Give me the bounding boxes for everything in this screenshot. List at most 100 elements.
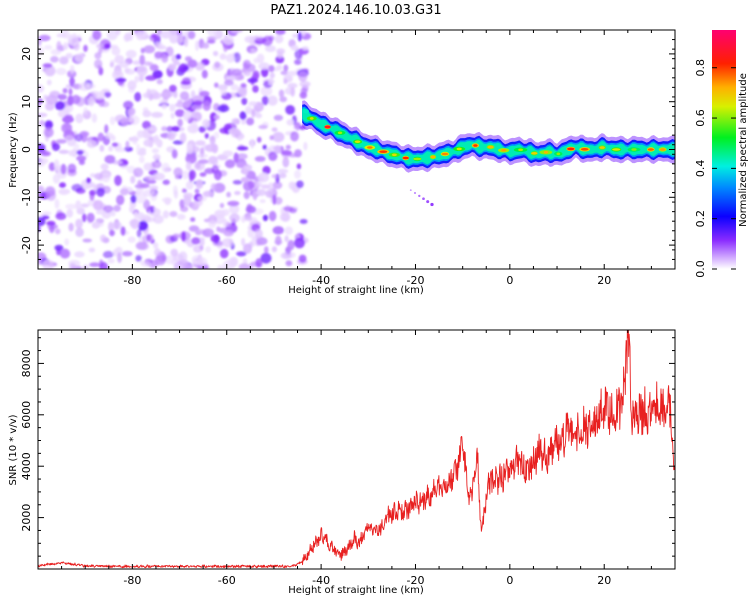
noise-blob [83, 44, 88, 53]
noise-blob [243, 71, 252, 77]
noise-blob [91, 221, 101, 229]
noise-blob [86, 139, 97, 148]
noise-blob [236, 251, 247, 257]
noise-blob [271, 174, 278, 179]
ridge-hotspot-core [392, 153, 397, 157]
noise-blob [42, 211, 52, 216]
noise-blob [285, 144, 291, 150]
noise-blob [248, 241, 253, 249]
spectrogram-ridge [302, 100, 675, 173]
noise-blob [168, 63, 177, 71]
noise-blob [242, 165, 249, 176]
noise-blob [58, 149, 70, 154]
noise-blob [148, 185, 159, 191]
noise-blob [57, 94, 67, 101]
noise-blob [174, 174, 181, 180]
noise-blob [262, 144, 267, 150]
noise-blob [89, 262, 101, 268]
noise-blob [198, 159, 209, 164]
noise-blob [153, 214, 164, 224]
noise-blob [149, 64, 159, 72]
noise-blob [251, 109, 256, 118]
ridge-hotspot-core [487, 145, 494, 149]
noise-blob [261, 184, 271, 189]
snr-y-tick-label: 4000 [20, 452, 33, 480]
noise-blob [219, 248, 229, 259]
noise-blob [55, 139, 67, 144]
spectrogram-y-ticks: -20 -10 0 10 20 [20, 29, 675, 270]
noise-blob [214, 61, 221, 69]
noise-blob [258, 62, 270, 70]
noise-blob [129, 219, 138, 227]
noise-blob [169, 84, 177, 93]
noise-blob [44, 120, 53, 130]
ridge-hotspot-core [402, 156, 409, 160]
noise-blob [160, 91, 173, 99]
noise-blob [74, 251, 85, 258]
noise-blob [132, 135, 138, 145]
noise-blob [110, 135, 116, 142]
noise-blob [195, 40, 200, 51]
ridge-hotspot-core [337, 131, 343, 135]
noise-blob [233, 152, 239, 163]
noise-blob [146, 179, 157, 184]
noise-blob [109, 116, 116, 126]
noise-blob [38, 84, 45, 93]
noise-blob [176, 34, 184, 44]
noise-blob [38, 38, 42, 46]
noise-blob [98, 47, 103, 55]
noise-blob [63, 42, 69, 47]
noise-blob [136, 228, 142, 238]
noise-blob [285, 260, 293, 267]
noise-blob [275, 235, 282, 246]
noise-blob [116, 194, 125, 206]
noise-blob [111, 221, 123, 230]
noise-blob [136, 130, 144, 139]
noise-blob [299, 219, 308, 224]
colorbar-tick-label: 0.0 [694, 260, 707, 278]
noise-blob [101, 172, 111, 183]
noise-blob [143, 61, 151, 66]
noise-blob [223, 230, 234, 237]
noise-blob [39, 120, 46, 127]
noise-blob [143, 139, 154, 147]
noise-blob [279, 212, 291, 222]
noise-blob [272, 131, 285, 143]
noise-blob [260, 86, 273, 96]
noise-blob [238, 87, 247, 98]
noise-blob [143, 199, 151, 210]
noise-blob [75, 113, 84, 124]
noise-blob [179, 132, 187, 144]
noise-blob [275, 30, 286, 35]
noise-blob [73, 143, 80, 152]
noise-blob [50, 56, 59, 63]
snr-x-tick-label: 0 [506, 574, 513, 587]
noise-blob [272, 194, 277, 205]
ridge-hotspot-core [501, 149, 507, 152]
noise-blob [227, 200, 240, 207]
noise-blob [202, 100, 211, 111]
noise-blob [190, 217, 196, 222]
noise-blob [236, 153, 248, 160]
noise-blob [267, 95, 278, 106]
noise-blob [96, 43, 104, 49]
noise-blob [299, 81, 311, 88]
noise-blob [161, 126, 168, 132]
noise-blob [259, 199, 266, 204]
noise-blob [166, 126, 174, 133]
noise-blob [184, 37, 189, 48]
ridge-hotspot-core [531, 152, 538, 155]
noise-blob [182, 170, 190, 180]
noise-blob [149, 207, 155, 214]
noise-blob [167, 131, 178, 137]
noise-blob [294, 170, 301, 179]
noise-blob [154, 248, 161, 257]
noise-blob [183, 192, 194, 200]
noise-blob [298, 71, 308, 82]
noise-blob [258, 172, 270, 183]
noise-blob [68, 88, 73, 96]
noise-blob [222, 35, 234, 45]
noise-blob [222, 237, 234, 248]
colorbar-tick-label: 0.4 [694, 160, 707, 178]
noise-blob [264, 246, 269, 254]
